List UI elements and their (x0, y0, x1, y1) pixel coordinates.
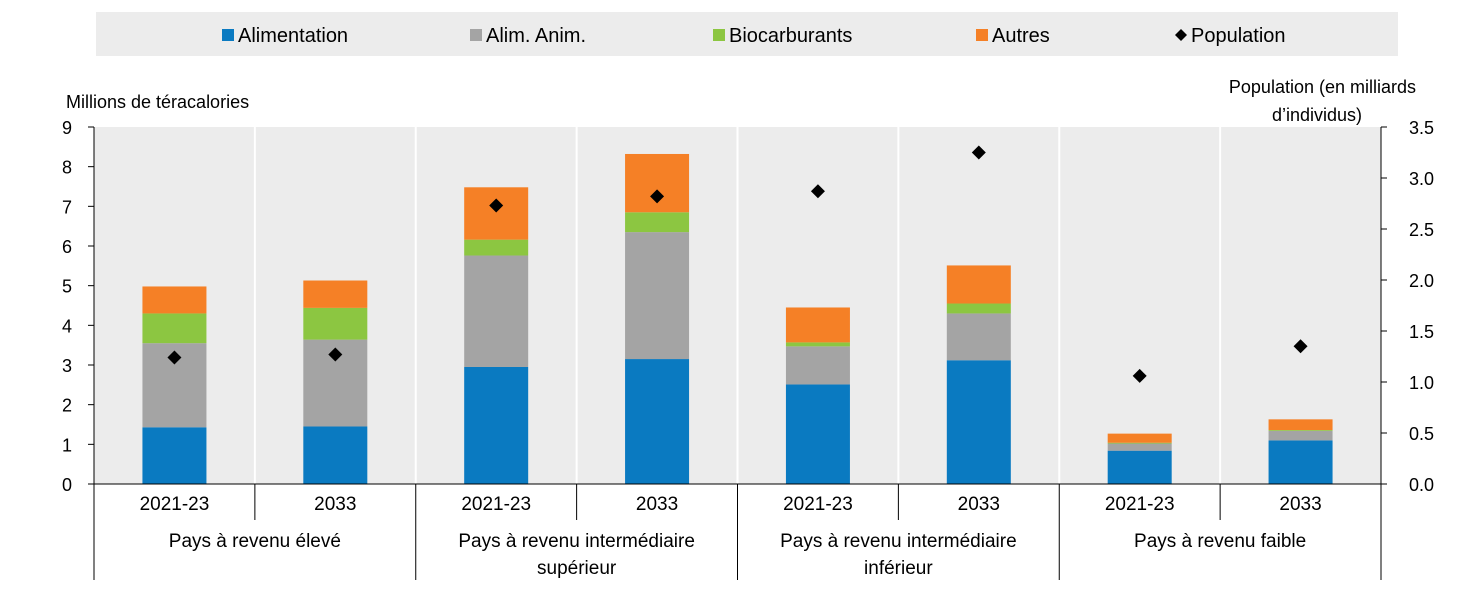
x-group-label: Pays à revenu faible (1134, 531, 1306, 552)
x-period-label: 2033 (1279, 494, 1321, 515)
bar-segment-biocarburants (142, 313, 207, 344)
bar-segment-alimentation (303, 426, 368, 484)
x-axis: 2021-23 2033 Pays à revenu élevé 2021-23 203… (93, 483, 1382, 580)
population-markers (167, 145, 1308, 383)
legend-autres-swatch (976, 29, 988, 41)
bar-segment-biocarburants (625, 212, 690, 233)
right-tick-label: 1.5 (1409, 322, 1434, 342)
bar-segment-alim_anim (946, 313, 1011, 361)
right-tick-label: 2.5 (1409, 220, 1434, 240)
right-tick-label: 1.0 (1409, 373, 1434, 393)
right-tick-label: 3.0 (1409, 169, 1434, 189)
bar-segment-biocarburants (303, 307, 368, 340)
legend-population-marker (1175, 29, 1187, 41)
bar-segment-autres (303, 280, 368, 308)
x-group-label: Pays à revenu intermédiaire (780, 531, 1017, 552)
left-tick-label: 7 (62, 197, 72, 217)
legend-alim_anim-label: Alim. Anim. (486, 25, 586, 47)
population-marker (810, 184, 825, 199)
x-period-label: 2021-23 (783, 494, 853, 515)
bar-segment-biocarburants (1268, 430, 1333, 431)
bar-segment-alim_anim (1107, 443, 1172, 451)
x-period-label: 2021-23 (461, 494, 531, 515)
x-group-label: inférieur (864, 558, 933, 579)
bar-segment-alim_anim (625, 232, 690, 360)
left-tick-label: 0 (62, 475, 72, 495)
legend-biocarburants-label: Biocarburants (729, 25, 852, 47)
bar-segment-autres (464, 187, 529, 240)
right-axis-ticks: 0.0 0.5 1.0 1.5 2.0 2.5 3.0 3.5 (1380, 118, 1434, 495)
right-tick-label: 3.5 (1409, 118, 1434, 138)
left-axis-ticks: 0 1 2 3 4 5 6 7 8 9 (62, 118, 95, 495)
bar-segment-autres (142, 286, 207, 314)
bar-segment-autres (785, 307, 850, 343)
gridlines (253, 127, 1222, 484)
x-period-label: 2033 (314, 494, 356, 515)
bar-segment-alimentation (1107, 450, 1172, 484)
bar-segment-biocarburants (946, 303, 1011, 314)
population-marker (167, 350, 182, 365)
x-period-label: 2021-23 (1105, 494, 1175, 515)
bar-segment-biocarburants (464, 239, 529, 256)
legend-biocarburants-swatch (713, 29, 725, 41)
population-marker (971, 145, 986, 160)
left-tick-label: 4 (62, 316, 72, 336)
left-axis-label: Millions de téracalories (66, 92, 249, 112)
population-marker (1293, 339, 1308, 354)
bar-segment-alimentation (785, 384, 850, 484)
bar-segment-autres (625, 153, 690, 213)
right-axis-label-line-1: Population (en milliards (1229, 77, 1416, 97)
bar-segment-autres (1107, 433, 1172, 443)
population-marker (1132, 368, 1147, 383)
bars (142, 153, 1333, 484)
bar-segment-biocarburants (785, 342, 850, 347)
population-marker (328, 347, 343, 362)
left-tick-label: 9 (62, 118, 72, 138)
bar-segment-alimentation (625, 359, 690, 484)
bar-segment-alimentation (946, 360, 1011, 484)
bar-segment-alimentation (1268, 440, 1333, 484)
bar-segment-biocarburants (1107, 442, 1172, 444)
bar-segment-alim_anim (464, 255, 529, 367)
left-tick-label: 8 (62, 158, 72, 178)
x-group-label: supérieur (537, 558, 617, 579)
right-tick-label: 0.5 (1409, 424, 1434, 444)
population-marker (489, 198, 504, 213)
right-tick-label: 0.0 (1409, 475, 1434, 495)
x-group-label: Pays à revenu intermédiaire (458, 531, 695, 552)
x-period-label: 2033 (636, 494, 678, 515)
legend: Alimentation Alim. Anim. Biocarburants Autr… (222, 25, 1286, 47)
bar-segment-autres (1268, 419, 1333, 431)
bar-segment-alim_anim (1268, 430, 1333, 441)
left-tick-label: 3 (62, 356, 72, 376)
bar-segment-autres (946, 265, 1011, 304)
right-tick-label: 2.0 (1409, 271, 1434, 291)
bar-segment-alimentation (142, 427, 207, 484)
legend-population-label: Population (1191, 25, 1286, 47)
legend-alimentation-swatch (222, 29, 234, 41)
left-tick-label: 6 (62, 237, 72, 257)
x-period-label: 2033 (958, 494, 1000, 515)
left-tick-label: 1 (62, 435, 72, 455)
legend-alimentation-label: Alimentation (238, 25, 348, 47)
legend-alim_anim-swatch (470, 29, 482, 41)
left-tick-label: 2 (62, 396, 72, 416)
population-marker (650, 189, 665, 204)
left-tick-label: 5 (62, 277, 72, 297)
right-axis-label-line-2: d’individus) (1272, 105, 1362, 125)
legend-autres-label: Autres (992, 25, 1050, 47)
bar-segment-alimentation (464, 366, 529, 484)
x-period-label: 2021-23 (140, 494, 210, 515)
x-group-label: Pays à revenu élevé (169, 531, 341, 552)
bar-segment-alim_anim (785, 346, 850, 385)
